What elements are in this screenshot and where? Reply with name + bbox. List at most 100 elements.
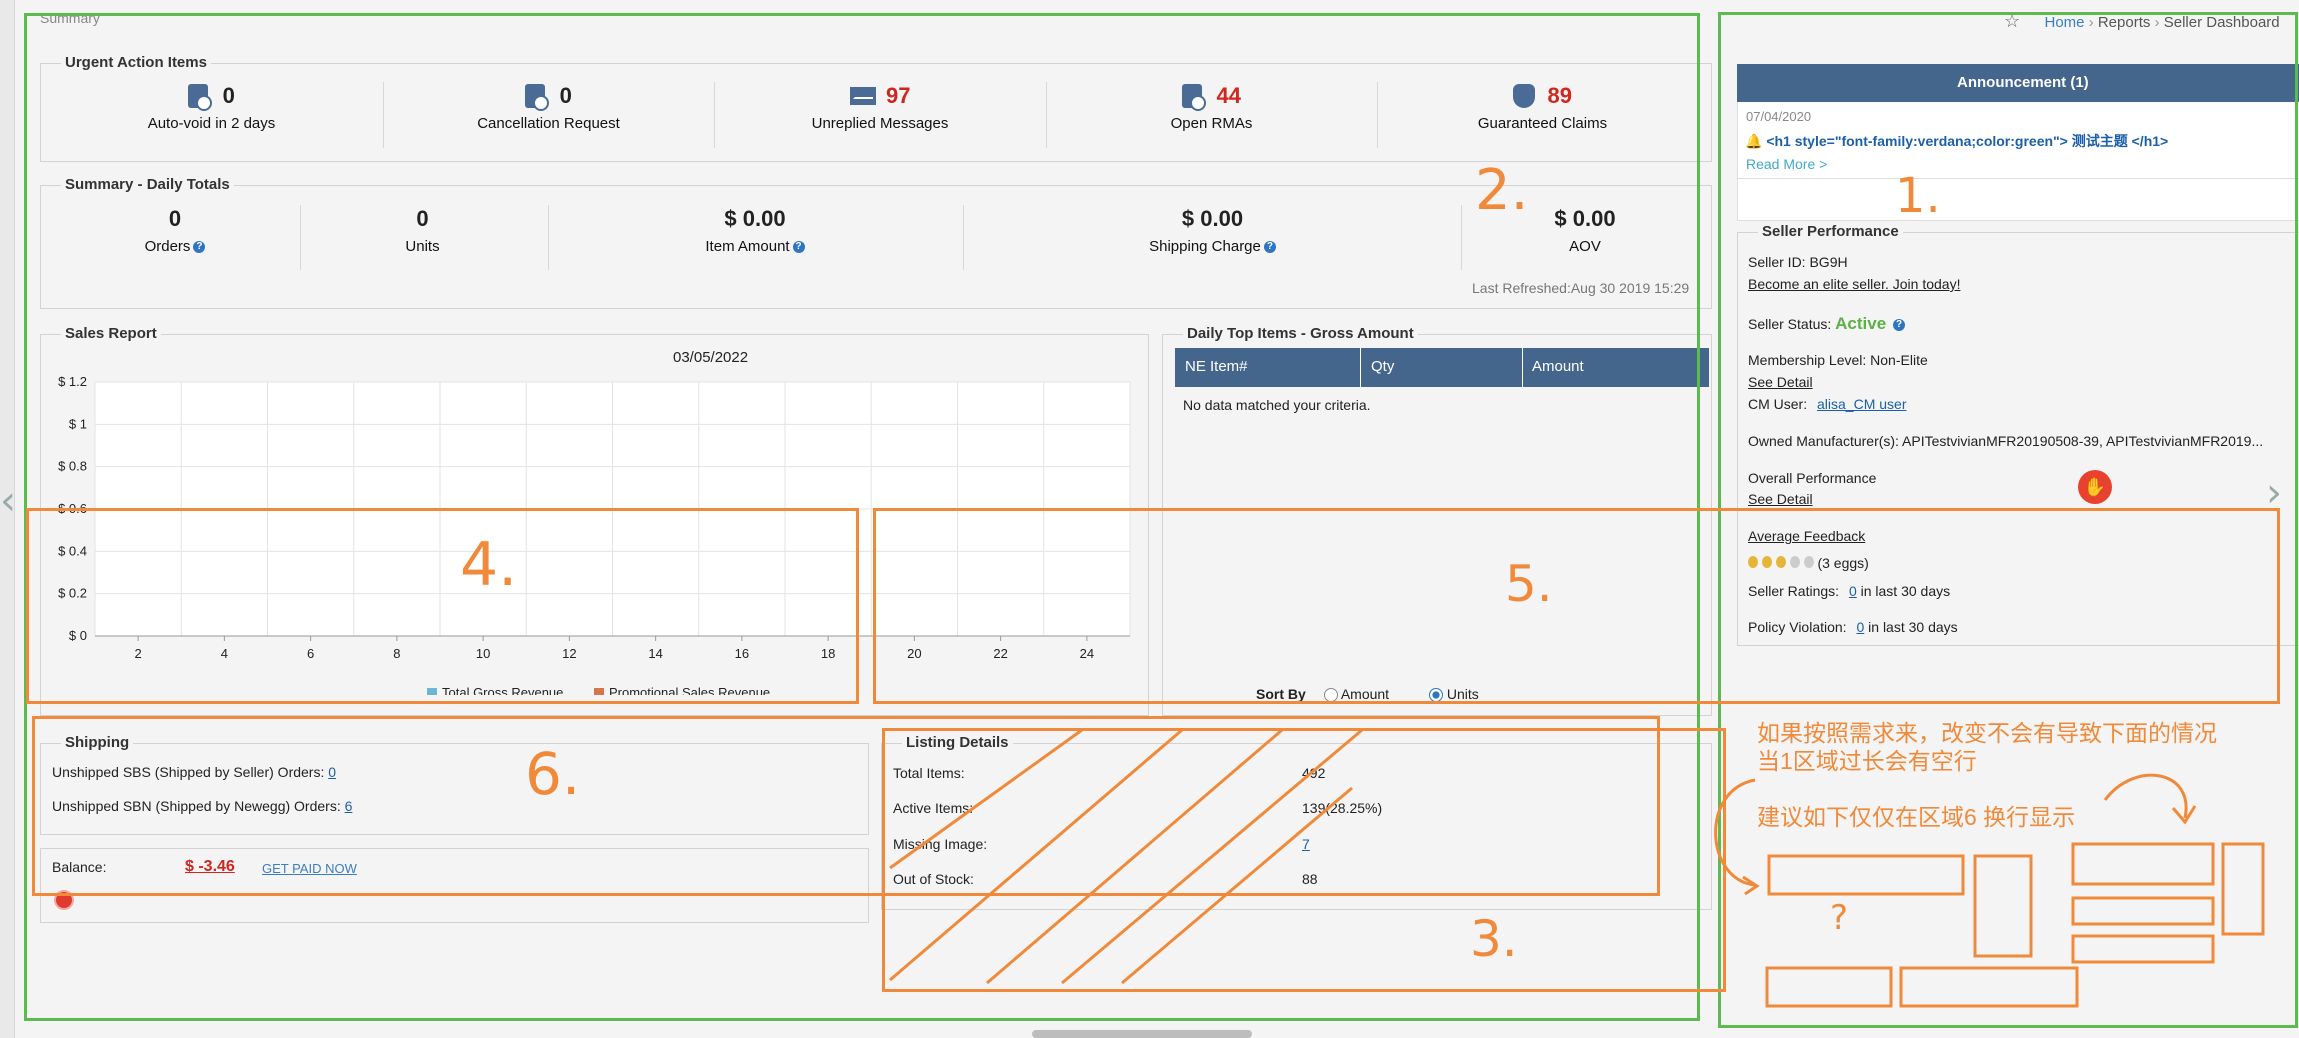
legend-label: Promotional Sales Revenue	[609, 685, 770, 695]
legend-swatch	[594, 688, 604, 695]
breadcrumb-reports[interactable]: Reports	[2097, 14, 2151, 31]
annotation-6: 6.	[525, 740, 581, 808]
policy-link[interactable]: 0	[1856, 619, 1865, 635]
x-tick-label: 18	[821, 646, 835, 661]
shield-claim-icon	[1513, 84, 1536, 108]
announcement-header: Announcement (1)	[1737, 64, 2299, 102]
breadcrumb: ☆ Home › Reports › Seller Dashboard	[2004, 11, 2280, 32]
y-tick-label: $ 0.8	[58, 459, 87, 474]
x-tick-label: 8	[393, 646, 400, 661]
read-more-link[interactable]: Read More >	[1746, 156, 1828, 172]
daily-orders: 0 Orders?	[80, 206, 270, 255]
sales-report-date: 03/05/2022	[673, 349, 749, 366]
x-tick-label: 2	[135, 646, 142, 661]
x-tick-label: 10	[476, 646, 490, 661]
x-tick-label: 20	[907, 646, 921, 661]
x-tick-label: 4	[221, 646, 228, 661]
listing-active: Active Items:	[893, 800, 974, 816]
sbs-link[interactable]: 0	[328, 764, 337, 780]
balance-value[interactable]: $ -3.46	[185, 858, 235, 875]
annotation-question: ?	[1830, 898, 1849, 938]
egg-icon	[1748, 556, 1758, 568]
chevron-right-icon: ›	[2088, 14, 2098, 31]
top-items-panel: Daily Top Items - Gross Amount	[1162, 325, 1712, 716]
x-tick-label: 12	[562, 646, 576, 661]
average-feedback-link[interactable]: Average Feedback	[1748, 528, 1866, 544]
col-amount[interactable]: Amount	[1532, 358, 1584, 375]
top-items-title: Daily Top Items - Gross Amount	[1183, 325, 1418, 342]
annotation-5: 5.	[1505, 555, 1553, 613]
sbn-link[interactable]: 6	[344, 798, 353, 814]
bell-icon: 🔔	[1745, 133, 1763, 149]
annotation-note-3: 建议如下仅仅在区域6 换行显示	[1757, 804, 2076, 830]
seller-id: Seller ID: BG9H	[1748, 254, 1848, 270]
hand-stop-icon[interactable]: ✋	[2078, 470, 2112, 504]
shipping-sbs: Unshipped SBS (Shipped by Seller) Orders…	[52, 764, 337, 780]
help-icon[interactable]: ?	[193, 241, 206, 254]
cm-user: CM User: alisa_CM user	[1748, 396, 1907, 412]
daily-totals-panel: Summary - Daily Totals	[40, 176, 1712, 309]
chevron-right-icon[interactable]: ›	[2266, 470, 2282, 516]
see-detail-link-2[interactable]: See Detail	[1748, 491, 1813, 507]
urgent-title: Urgent Action Items	[61, 54, 211, 71]
clipboard-check-icon	[188, 84, 213, 111]
get-paid-link[interactable]: GET PAID NOW	[262, 861, 357, 876]
annotation-3: 3.	[1470, 910, 1518, 968]
y-tick-label: $ 1	[69, 416, 87, 431]
breadcrumb-home[interactable]: Home	[2044, 14, 2085, 31]
daily-units: 0 Units	[405, 206, 440, 255]
listing-title: Listing Details	[902, 734, 1013, 751]
daily-aov: $ 0.00 AOV	[1554, 206, 1616, 255]
x-tick-label: 14	[648, 646, 662, 661]
shipping-title: Shipping	[61, 734, 134, 751]
top-items-empty: No data matched your criteria.	[1183, 397, 1371, 413]
listing-stock: Out of Stock:	[893, 871, 974, 887]
sort-amount-label: Amount	[1340, 686, 1390, 702]
urgent-action-panel: Urgent Action Items	[40, 54, 1712, 162]
ratings-link[interactable]: 0	[1848, 583, 1857, 599]
balance-row: Balance:	[52, 859, 106, 875]
eggs-rating: (3 eggs)	[1748, 555, 1869, 571]
daily-shipping-charge: $ 0.00 Shipping Charge?	[1090, 206, 1335, 255]
elite-link[interactable]: Become an elite seller. Join today!	[1748, 276, 1961, 292]
y-tick-label: $ 1.2	[58, 374, 87, 389]
seller-performance-title: Seller Performance	[1758, 223, 1903, 240]
x-tick-label: 6	[307, 646, 314, 661]
urgent-item-messages[interactable]: 97 Unreplied Messages	[811, 83, 949, 132]
cm-user-link[interactable]: alisa_CM user	[1817, 396, 1907, 412]
announcement-item[interactable]: 🔔 <h1 style="font-family:verdana;color:g…	[1745, 133, 2169, 149]
overall-performance: Overall Performance	[1748, 470, 1877, 486]
top-items-header: NE Item# Qty Amount	[1175, 348, 1709, 387]
help-icon[interactable]: ?	[792, 241, 805, 254]
region-box-3	[882, 728, 1726, 992]
annotation-note-1: 如果按照需求来，改变不会有导致下面的情况	[1757, 720, 2217, 746]
x-tick-label: 22	[993, 646, 1007, 661]
annotation-note-2: 当1区域过长会有空行	[1757, 748, 1977, 774]
urgent-item-claims[interactable]: 89 Guaranteed Claims	[1477, 83, 1608, 132]
listing-panel: Listing Details	[881, 734, 1712, 910]
annotation-4: 4.	[460, 530, 518, 600]
help-icon[interactable]: ?	[1263, 241, 1276, 254]
y-tick-label: $ 0.4	[58, 543, 87, 558]
help-icon[interactable]: ?	[1893, 319, 1906, 332]
seller-performance-panel: Seller Performance	[1737, 223, 2299, 646]
policy-violation: Policy Violation: 0 in last 30 days	[1748, 619, 1958, 635]
col-qty[interactable]: Qty	[1371, 358, 1395, 375]
egg-icon	[1803, 556, 1814, 568]
clipboard-cancel-icon	[525, 84, 550, 111]
horizontal-scrollbar[interactable]	[1032, 1030, 1252, 1038]
star-icon[interactable]: ☆	[2004, 11, 2021, 31]
egg-icon	[1761, 556, 1772, 568]
chevron-left-icon[interactable]: ‹	[0, 478, 16, 524]
see-detail-link[interactable]: See Detail	[1748, 374, 1813, 390]
col-ne-item[interactable]: NE Item#	[1185, 358, 1248, 375]
annotation-sketch	[1714, 773, 2265, 1008]
seller-status: Seller Status: Active ?	[1748, 314, 1906, 334]
urgent-item-cancellation[interactable]: 0 Cancellation Request	[477, 83, 620, 132]
x-tick-label: 16	[735, 646, 749, 661]
chevron-right-icon: ›	[2154, 14, 2164, 31]
listing-missing-link[interactable]: 7	[1302, 836, 1310, 852]
y-tick-label: $ 0	[69, 628, 87, 643]
urgent-item-autovoid[interactable]: 0 Auto-void in 2 days	[147, 83, 276, 132]
urgent-item-rma[interactable]: 44 Open RMAs	[1170, 83, 1253, 132]
